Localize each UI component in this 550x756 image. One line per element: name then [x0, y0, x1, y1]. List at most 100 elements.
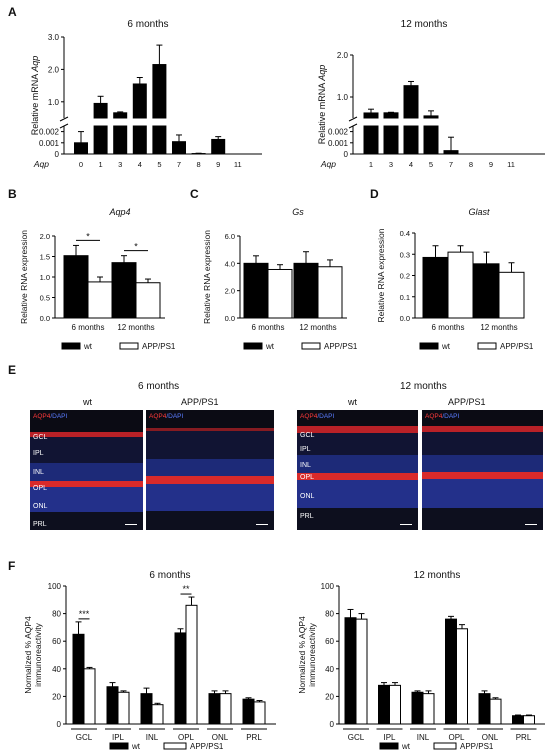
- bar-B-app-1: [135, 282, 161, 319]
- bar-F1-app-GCL: [83, 668, 96, 725]
- x-tick-label-A2: 1: [369, 160, 373, 169]
- layer-label-ipl: IPL: [33, 450, 44, 457]
- y-tick-label-B: 2.0: [40, 232, 50, 241]
- micro-genotype-app-6m: APP/PS1: [181, 397, 219, 407]
- x-tick-label-A2: 8: [469, 160, 473, 169]
- x-tick-label-B: 12 months: [117, 323, 154, 332]
- legend-label-app-D: APP/PS1: [500, 342, 534, 351]
- bar-A1-1-lower: [93, 125, 108, 155]
- bar-F1-wt-OPL: [174, 632, 187, 725]
- x-tick-label-A2: 7: [449, 160, 453, 169]
- x-tick-label-A1: 4: [138, 160, 142, 169]
- panel-letter-a: A: [8, 5, 17, 19]
- layer-label-onl: ONL: [33, 503, 48, 510]
- bar-F2-wt-GCL: [344, 617, 357, 725]
- panel-letter-f: F: [8, 559, 15, 573]
- x-tick-label-F2: ONL: [482, 733, 499, 742]
- bar-F1-wt-INL: [140, 693, 153, 725]
- legend-label-wt-C: wt: [265, 342, 275, 351]
- y-axis-label-B: Relative RNA expression: [19, 230, 29, 324]
- y-tick-label-A2: 0: [344, 150, 349, 159]
- legend-swatch-app-C: [301, 342, 321, 350]
- y-tick-label-D: 0.3: [400, 250, 410, 259]
- x-tick-label-F1: OPL: [178, 733, 195, 742]
- micro-group-title-12m: 12 months: [400, 381, 447, 392]
- y-tick-label-A2: 1.0: [337, 93, 349, 102]
- x-tick-label-C: 6 months: [252, 323, 285, 332]
- legend-label-app-F1: APP/PS1: [190, 742, 224, 751]
- axis-break-mark: [348, 123, 358, 129]
- y-tick-label-F2: 100: [321, 582, 335, 591]
- micro-genotype-wt-12m: wt: [348, 397, 357, 407]
- y-tick-label-A1: 0: [55, 150, 60, 159]
- x-tick-label-F2: PRL: [516, 733, 532, 742]
- y-axis-label-A2: Relative mRNA Aqp: [317, 65, 327, 145]
- y-tick-label-D: 0.1: [400, 293, 410, 302]
- x-tick-label-A1: 11: [234, 160, 242, 169]
- x-tick-label-F1: IPL: [112, 733, 125, 742]
- legend-swatch-wt-F1: [109, 742, 129, 750]
- y-tick-label-A1: 1.0: [48, 98, 60, 107]
- y-tick-label-B: 0.5: [40, 294, 50, 303]
- x-tick-label-A2: 5: [429, 160, 433, 169]
- y-axis-label-line1-F1: Normalized % AQP4: [23, 616, 33, 694]
- bar-A1-0: [74, 142, 88, 155]
- bar-F2-wt-IPL: [378, 684, 390, 725]
- bar-F1-wt-IPL: [106, 686, 119, 725]
- legend-label-app-C: APP/PS1: [324, 342, 358, 351]
- bar-A2-5-lower: [423, 125, 439, 155]
- y-tick-label-C: 2.0: [225, 287, 235, 296]
- axis-break-mark: [348, 116, 358, 122]
- layer-label-prl: PRL: [300, 513, 314, 520]
- x-tick-label-F2: GCL: [348, 733, 365, 742]
- x-tick-label-F1: PRL: [246, 733, 262, 742]
- micro-genotype-wt-6m: wt: [83, 397, 92, 407]
- bar-F1-app-PRL: [253, 701, 266, 725]
- y-tick-label-F2: 80: [325, 610, 334, 619]
- y-tick-label-F1: 0: [57, 720, 62, 729]
- chart-title-D: Glast: [468, 207, 490, 217]
- panel-letter-b: B: [8, 187, 17, 201]
- y-tick-label-A1: 3.0: [48, 33, 60, 42]
- legend-swatch-wt-C: [243, 342, 263, 350]
- y-axis-label-C: Relative RNA expression: [202, 230, 212, 324]
- x-tick-label-A1: 8: [197, 160, 201, 169]
- y-tick-label-A2: 0.002: [328, 128, 349, 137]
- y-tick-label-F1: 20: [52, 692, 61, 701]
- y-axis-label-D: Relative RNA expression: [376, 228, 386, 322]
- bar-B-wt-0: [63, 255, 89, 319]
- micro-group-title-6m: 6 months: [138, 381, 180, 392]
- x-tick-label-A1: 9: [216, 160, 220, 169]
- legend-swatch-app-F2: [433, 742, 457, 750]
- y-tick-label-F2: 40: [325, 665, 334, 674]
- y-tick-label-A2: 0.001: [328, 139, 349, 148]
- legend-swatch-wt-F2: [379, 742, 399, 750]
- x-tick-label-F2: INL: [417, 733, 430, 742]
- y-tick-label-B: 1.0: [40, 273, 50, 282]
- legend-swatch-wt-B: [61, 342, 81, 350]
- bar-F1-wt-PRL: [242, 698, 255, 725]
- x-tick-label-B: 6 months: [72, 323, 105, 332]
- bar-F2-wt-PRL: [512, 715, 524, 725]
- legend-label-wt-F1: wt: [131, 742, 141, 751]
- y-tick-label-F2: 60: [325, 637, 334, 646]
- layer-label-inl: INL: [300, 462, 311, 469]
- bar-C-wt-1: [293, 262, 319, 319]
- legend-label-wt-F2: wt: [401, 742, 411, 751]
- panel-letter-d: D: [370, 187, 379, 201]
- legend-swatch-app-D: [477, 342, 497, 350]
- layer-label-opl: OPL: [33, 485, 48, 492]
- bar-F2-app-GCL: [355, 618, 368, 725]
- y-tick-label-A1: 0.002: [39, 128, 60, 137]
- bar-F1-app-OPL: [185, 604, 198, 725]
- y-tick-label-C: 0.0: [225, 314, 235, 323]
- layer-label-gcl: GCL: [300, 432, 315, 439]
- x-tick-label-C: 12 months: [299, 323, 336, 332]
- y-tick-label-A2: 2.0: [337, 51, 349, 60]
- y-tick-label-F1: 80: [52, 610, 61, 619]
- x-tick-label-A1: 3: [118, 160, 122, 169]
- x-tick-label-A1: 0: [79, 160, 83, 169]
- bar-A2-1: [363, 112, 379, 119]
- y-tick-label-F1: 40: [52, 665, 61, 674]
